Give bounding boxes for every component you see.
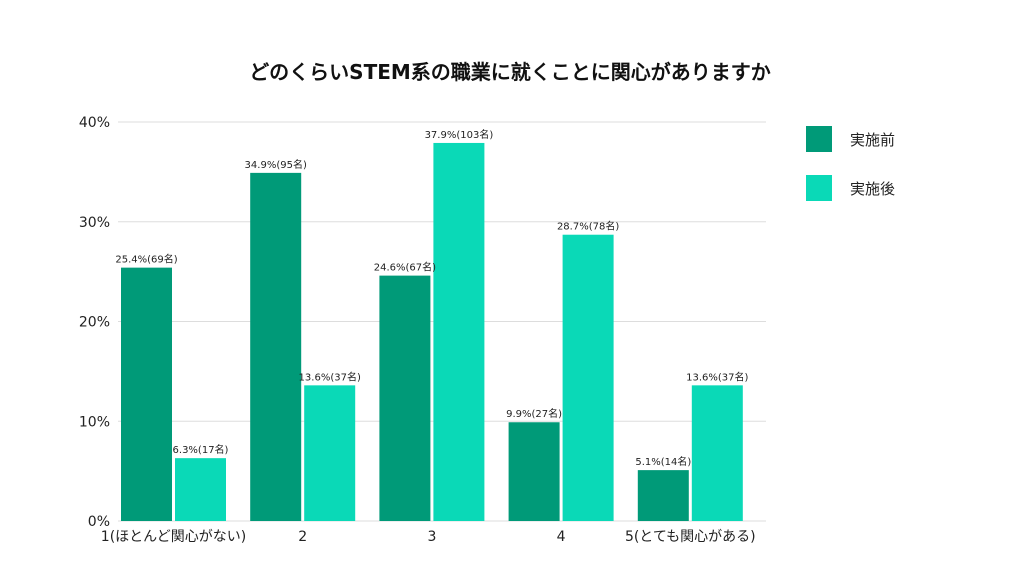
- data-label: 34.9%(95名): [245, 158, 307, 171]
- bar-before-4: [508, 422, 560, 521]
- x-axis-categories: 1(ほとんど関心がない) 2 3 4 5(とても関心がある): [101, 529, 756, 545]
- legend-swatch: [806, 175, 832, 201]
- data-label: 13.6%(37名): [686, 370, 748, 383]
- legend-label: 実施後: [850, 180, 895, 198]
- y-tick-label: 20%: [79, 315, 110, 331]
- bar-before-1: [121, 267, 172, 521]
- chart-title: どのくらいSTEM系の職業に就くことに関心がありますか: [249, 60, 771, 84]
- legend-label: 実施前: [850, 131, 895, 149]
- x-category-label: 5(とても関心がある): [625, 529, 756, 545]
- bar-before-5: [637, 470, 689, 521]
- bar-after-5: [691, 385, 743, 521]
- bars: [121, 142, 743, 521]
- bar-after-4: [562, 234, 614, 521]
- data-label: 13.6%(37名): [299, 370, 361, 383]
- legend-swatch: [806, 126, 832, 152]
- data-label: 5.1%(14名): [635, 455, 691, 468]
- bar-after-3: [433, 142, 485, 521]
- data-label: 9.9%(27名): [506, 407, 562, 420]
- data-labels: 25.4%(69名) 6.3%(17名) 34.9%(95名) 13.6%(37名) 2…: [115, 128, 748, 468]
- x-category-label: 4: [557, 529, 566, 545]
- y-axis-ticks: 0% 10% 20% 30% 40%: [79, 115, 110, 530]
- y-tick-label: 30%: [79, 215, 110, 231]
- data-label: 25.4%(69名): [115, 253, 177, 266]
- data-label: 28.7%(78名): [557, 220, 619, 233]
- y-tick-label: 10%: [79, 414, 110, 430]
- bar-after-1: [175, 458, 226, 521]
- x-category-label: 3: [427, 529, 436, 545]
- data-label: 6.3%(17名): [173, 443, 229, 456]
- y-tick-label: 40%: [79, 115, 110, 131]
- data-label: 24.6%(67名): [374, 261, 436, 274]
- bar-after-2: [304, 385, 356, 521]
- data-label: 37.9%(103名): [425, 128, 494, 141]
- bar-before-2: [250, 172, 302, 521]
- x-category-label: 1(ほとんど関心がない): [101, 529, 246, 545]
- y-tick-label: 0%: [88, 514, 110, 530]
- bar-before-3: [379, 275, 431, 521]
- x-category-label: 2: [298, 529, 307, 545]
